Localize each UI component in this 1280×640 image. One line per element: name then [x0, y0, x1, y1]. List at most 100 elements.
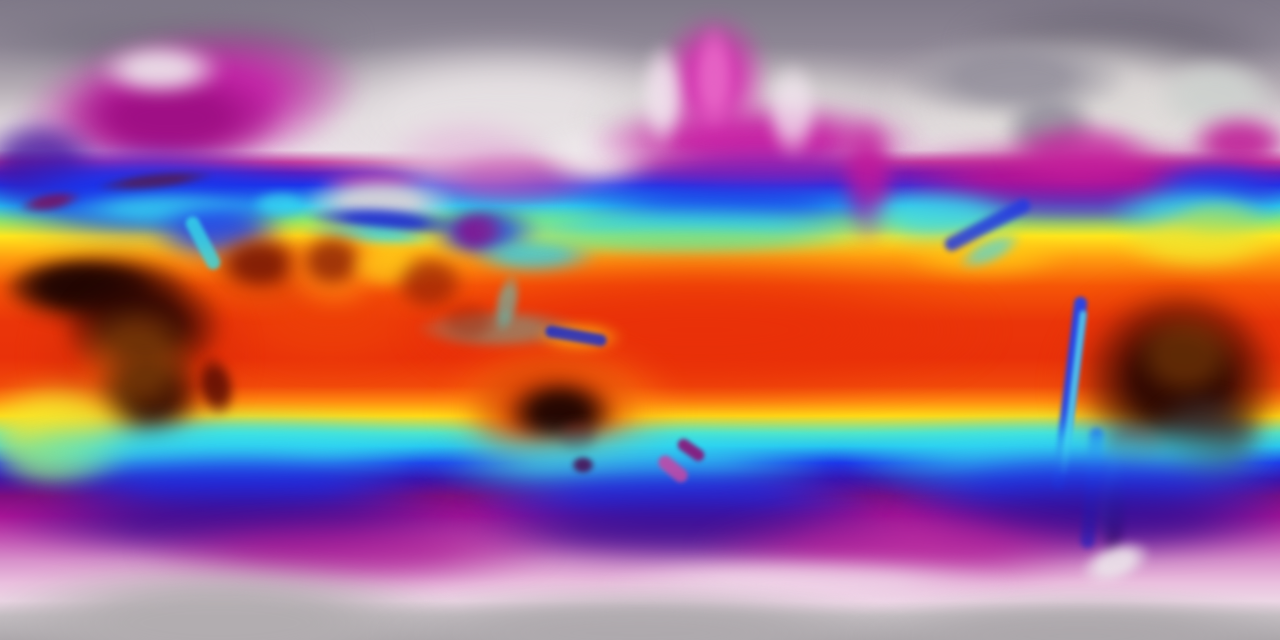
gulfstream-green-mix	[1170, 198, 1270, 238]
okhotsk-white-ridge	[535, 125, 665, 185]
eurasia-snowfield	[270, 35, 740, 200]
red-sea-cyan-line	[183, 214, 223, 272]
new-guinea-blue-ridge	[544, 324, 608, 348]
tibet-magenta-swirl	[318, 170, 428, 196]
na-interior-magenta-tongue	[1000, 118, 1160, 190]
india-orange-halo	[282, 222, 387, 312]
alps-dark-streak	[94, 165, 216, 197]
arctic-ocean-dark-patch	[1030, 65, 1150, 120]
subantarctic-indigo-west	[0, 486, 490, 558]
andes-blue-ridge	[1051, 295, 1088, 492]
southern-ocean-cyan-west	[0, 416, 460, 488]
subantarctic-magenta-swirl-west	[130, 515, 560, 587]
arabia-dark-patch	[216, 236, 304, 292]
andes-cyan-crest	[1059, 310, 1088, 475]
east-europe-indigo-patch	[0, 115, 105, 210]
madagascar-dark	[189, 350, 243, 422]
south-america-red-rim	[1050, 270, 1280, 500]
hudson-bay-gray	[1000, 90, 1100, 165]
east-siberia-snowfield	[560, 55, 960, 185]
australia-orange-halo	[440, 338, 680, 483]
bering-plume-core	[692, 22, 736, 132]
bering-plume-magenta	[646, 4, 779, 155]
patagonia-cyan-fringe	[1093, 454, 1127, 541]
tibet-pale-plateau	[300, 175, 460, 230]
equatorial-pacific-red-core	[400, 255, 1000, 405]
north-pacific-green-band	[500, 226, 860, 252]
africa-heat-mottling	[70, 300, 200, 420]
antarctica-gray-east	[850, 596, 1280, 640]
na-violet-fringe	[880, 186, 1280, 224]
subantarctic-magenta-swirl-east	[690, 510, 1120, 585]
siberia-magenta-core	[55, 68, 285, 168]
australia-se-dark-tongue	[555, 418, 600, 458]
south-atlantic-yellow	[0, 378, 145, 483]
arctic-archipelago-gray	[895, 35, 1130, 120]
africa-interior-dark-south	[92, 338, 204, 446]
east-pacific-cyan-wedge	[855, 190, 1025, 245]
arctic-ocean-dark-right	[950, 0, 1280, 90]
north-atlantic-magenta	[1185, 112, 1280, 174]
patagonia-dark-red	[1096, 424, 1170, 470]
atlas-cold-purple-streak	[16, 186, 85, 218]
australia-dark-core	[505, 378, 615, 448]
north-pacific-blue-band	[560, 178, 900, 233]
indian-ocean-red	[220, 255, 440, 375]
new-zealand-south-island	[655, 452, 691, 486]
southern-ocean-cyan-mid	[415, 428, 845, 500]
kazakh-magenta-patch	[425, 148, 605, 210]
southern-ocean-blue-east	[870, 450, 1280, 528]
brazil-heat-mottling	[1130, 310, 1240, 400]
tasmania-dark	[570, 455, 596, 475]
africa-red-rim	[30, 250, 250, 460]
mexico-cyan-fringe	[952, 224, 1028, 278]
philippines-cyan-chain	[487, 269, 527, 337]
arabia-red	[200, 228, 330, 313]
east-china-purple-patch	[448, 210, 508, 252]
europe-cold-blue	[0, 148, 315, 243]
australia-red-ring	[462, 352, 642, 464]
subantarctic-indigo-east	[890, 480, 1280, 558]
mideast-cold-blue	[148, 200, 288, 262]
ural-pink-wash	[380, 115, 560, 195]
southern-ocean-blue-west	[40, 452, 440, 524]
greenland-icecap	[1150, 55, 1280, 135]
south-atlantic-green	[0, 428, 135, 490]
north-atlantic-cyan	[1105, 185, 1280, 240]
new-guinea-yellow-fringe	[535, 320, 625, 354]
east-china-cold-blue	[425, 205, 545, 260]
new-zealand-north-island	[675, 436, 707, 464]
patagonia-dark-tail	[1098, 467, 1132, 564]
brazil-gray-dark	[1145, 390, 1265, 485]
bay-of-bengal-yellow	[348, 240, 428, 292]
north-pacific-violet-fringe	[600, 150, 930, 192]
arctic-left-gray	[0, 0, 370, 70]
antarctica-gray-mid	[370, 588, 910, 640]
antarctica-gray-west	[0, 558, 460, 640]
indochina-dark	[392, 252, 467, 314]
antarctic-peninsula-white	[1073, 531, 1158, 595]
africa-interior-dark-north	[60, 268, 225, 383]
mediterranean-cyan	[55, 190, 285, 228]
gulfstream-yellow-push	[1115, 208, 1280, 273]
southern-ocean-blue-mid	[460, 462, 890, 534]
north-pacific-magenta-band	[585, 100, 925, 185]
indonesia-cyan-speckle	[415, 308, 585, 350]
sahara-dark-core	[5, 260, 155, 312]
north-america-snowfield	[870, 30, 1280, 185]
siberia-cold-magenta-swirl	[6, 4, 374, 202]
mexico-blue-ridge	[942, 196, 1033, 254]
sahara-dark-band	[0, 250, 190, 328]
scandinavia-white-wedge	[95, 42, 225, 97]
antarctica-pink-wisp	[600, 558, 1020, 610]
bering-plume-white-halo-west	[640, 40, 685, 150]
na-west-coast-magenta	[838, 115, 898, 245]
himalaya-blue-rim	[304, 200, 466, 242]
central-america-yellow	[900, 232, 1070, 280]
east-china-cyan	[470, 235, 600, 275]
himalaya-foothill-cyan	[299, 219, 441, 251]
north-atlantic-blue	[1140, 160, 1280, 215]
india-dark-patch	[298, 232, 366, 290]
subantarctic-indigo-mid	[440, 492, 930, 564]
